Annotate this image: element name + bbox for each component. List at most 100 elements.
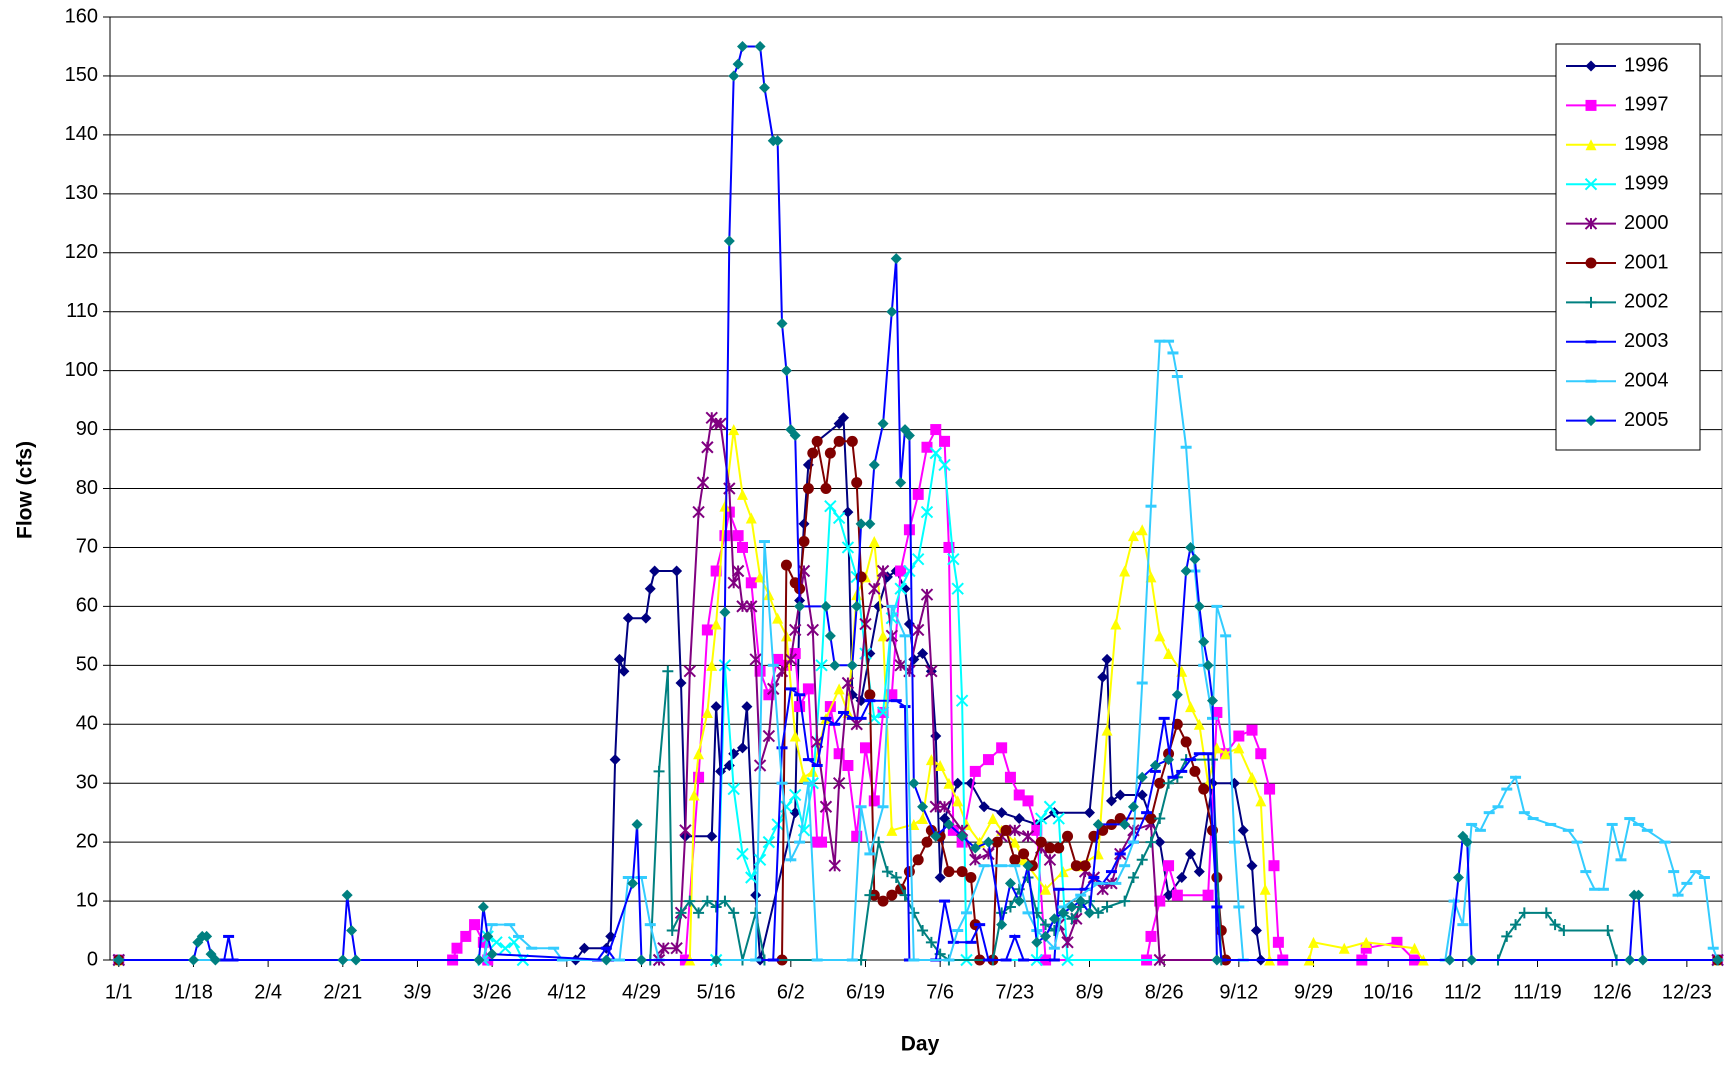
x-tick-label: 6/2 [777, 981, 805, 1003]
marker [1009, 854, 1021, 866]
marker [754, 665, 766, 677]
marker [824, 499, 837, 513]
marker [1255, 748, 1267, 760]
marker [885, 629, 899, 643]
marker [1185, 701, 1197, 713]
marker [772, 612, 784, 624]
marker [987, 813, 999, 825]
marker [1585, 99, 1597, 111]
marker [692, 505, 705, 519]
marker [886, 689, 898, 701]
legend-label: 2000 [1624, 212, 1669, 234]
marker [1052, 812, 1065, 825]
marker [1105, 795, 1117, 807]
marker [745, 600, 758, 613]
marker [929, 800, 942, 813]
marker [780, 559, 792, 571]
marker [750, 889, 762, 901]
marker [850, 718, 863, 731]
marker [1057, 866, 1069, 878]
marker [1360, 936, 1372, 948]
marker [1233, 730, 1245, 742]
marker [828, 859, 841, 872]
marker [917, 925, 929, 937]
marker [1035, 836, 1047, 848]
marker [789, 623, 802, 637]
marker [1558, 925, 1570, 937]
series-markers [113, 339, 1724, 962]
marker [1246, 724, 1258, 736]
marker [350, 954, 362, 966]
marker [631, 818, 643, 830]
marker [753, 853, 767, 867]
marker [876, 564, 890, 578]
marker [1083, 907, 1095, 919]
marker [996, 919, 1008, 931]
marker [1031, 936, 1043, 948]
marker [886, 306, 898, 318]
marker [1043, 800, 1057, 813]
marker [1114, 789, 1126, 801]
marker [794, 701, 806, 713]
marker [710, 701, 722, 713]
y-tick-label: 140 [65, 123, 98, 145]
marker [895, 477, 907, 489]
marker [890, 253, 902, 265]
marker [201, 930, 213, 942]
marker [1185, 541, 1197, 553]
legend-label: 1998 [1624, 133, 1669, 155]
x-tick-label: 12/6 [1593, 981, 1632, 1003]
marker [737, 541, 749, 553]
marker [684, 895, 696, 907]
marker [1009, 836, 1021, 848]
marker [939, 435, 951, 447]
marker [710, 901, 722, 913]
marker [1163, 889, 1175, 901]
marker [996, 907, 1008, 919]
marker [903, 866, 915, 878]
marker [1185, 848, 1197, 860]
marker [877, 630, 889, 642]
marker [908, 777, 920, 789]
marker [1272, 936, 1284, 948]
marker [1048, 913, 1060, 925]
marker [113, 954, 125, 966]
marker [911, 553, 925, 566]
x-tick-label: 10/16 [1363, 981, 1413, 1003]
marker [1585, 60, 1597, 72]
marker [1585, 139, 1597, 151]
marker [1000, 824, 1012, 836]
y-tick-label: 150 [65, 64, 98, 86]
marker [798, 771, 810, 783]
marker [952, 795, 964, 807]
marker [925, 664, 938, 678]
marker [1021, 830, 1035, 843]
marker [943, 541, 955, 553]
marker [930, 424, 942, 436]
marker [675, 907, 687, 919]
marker [727, 782, 740, 796]
x-tick-label: 6/19 [846, 981, 885, 1003]
marker [851, 830, 863, 842]
marker [798, 536, 810, 548]
marker [832, 511, 846, 525]
legend-label: 1999 [1624, 172, 1669, 194]
x-tick-label: 12/23 [1662, 981, 1712, 1003]
marker [477, 901, 489, 913]
marker [718, 659, 732, 672]
marker [1518, 907, 1530, 919]
marker [719, 895, 731, 907]
marker [951, 582, 964, 595]
marker [714, 417, 727, 430]
marker [693, 748, 705, 760]
marker [895, 565, 907, 577]
marker [728, 424, 740, 436]
marker [671, 565, 683, 577]
series-line [118, 687, 1718, 961]
marker [798, 518, 810, 530]
marker [1180, 565, 1192, 577]
marker [1145, 813, 1157, 825]
marker [956, 866, 968, 878]
marker [1180, 736, 1192, 748]
